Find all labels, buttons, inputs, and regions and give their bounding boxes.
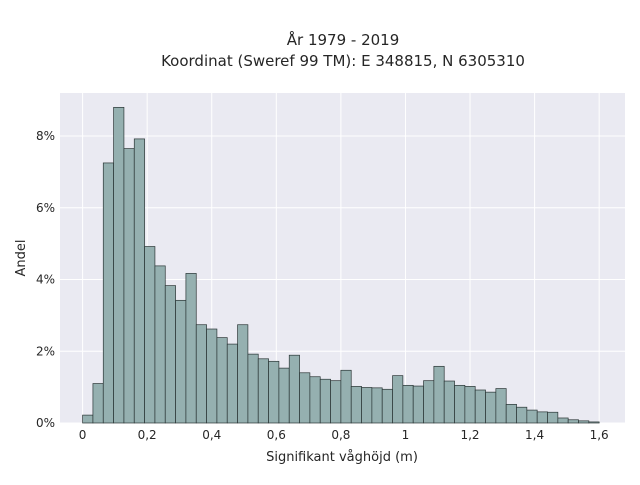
- histogram-bar-26: [350, 386, 362, 424]
- y-axis-ticks: 0% 2% 4% 6% 8%: [36, 129, 55, 430]
- histogram-bar-30: [392, 375, 404, 424]
- histogram-bar-24: [330, 380, 342, 424]
- x-tick-label-6: 1,2: [460, 428, 479, 442]
- histogram-bar-32: [412, 385, 424, 424]
- histogram-bar-12: [206, 328, 218, 424]
- y-tick-label-1: 2%: [36, 344, 55, 358]
- histogram-bar-39: [485, 391, 497, 424]
- histogram-bar-20: [288, 354, 300, 424]
- histogram-bar-22: [309, 376, 321, 424]
- chart-title-line-1: År 1979 - 2019: [287, 30, 400, 49]
- histogram-bar-15: [237, 324, 249, 424]
- histogram-bar-25: [340, 369, 352, 424]
- histogram-bar-9: [175, 299, 187, 424]
- histogram-bar-17: [257, 358, 269, 424]
- histogram-bar-4: [123, 148, 135, 424]
- histogram-bar-1: [92, 383, 104, 424]
- x-axis-label: Signifikant våghöjd (m): [266, 450, 418, 465]
- histogram-bar-31: [402, 384, 414, 424]
- histogram-bar-8: [164, 285, 176, 424]
- histogram-bar-44: [536, 411, 548, 424]
- histogram-bar-10: [185, 273, 197, 424]
- y-tick-label-2: 4%: [36, 273, 55, 287]
- histogram-bar-33: [423, 380, 435, 424]
- x-tick-label-5: 1: [402, 428, 410, 442]
- y-tick-label-0: 0%: [36, 416, 55, 430]
- x-tick-label-0: 0: [79, 428, 87, 442]
- x-tick-label-7: 1,4: [525, 428, 544, 442]
- histogram-bar-19: [278, 367, 290, 424]
- histogram-bar-49: [588, 421, 600, 424]
- histogram-bar-0: [82, 414, 94, 424]
- histogram-bar-46: [557, 417, 569, 424]
- histogram-bar-37: [464, 386, 476, 424]
- histogram-bar-36: [454, 384, 466, 424]
- histogram-bar-43: [526, 409, 538, 424]
- histogram-bar-16: [247, 353, 259, 424]
- y-tick-label-4: 8%: [36, 129, 55, 143]
- histogram-bar-41: [505, 403, 517, 424]
- histogram-bar-42: [516, 406, 528, 424]
- histogram-bar-6: [144, 246, 156, 424]
- histogram-bar-21: [299, 372, 311, 424]
- x-tick-label-1: 0,2: [138, 428, 157, 442]
- histogram-bar-2: [102, 162, 114, 424]
- histogram-bar-47: [567, 419, 579, 424]
- histogram-bar-14: [226, 343, 238, 424]
- histogram-bar-7: [154, 265, 166, 424]
- x-axis-ticks: 0 0,2 0,4 0,6 0,8 1 1,2 1,4 1,6: [79, 428, 609, 442]
- histogram-bar-35: [443, 380, 455, 424]
- histogram-bar-18: [268, 360, 280, 424]
- histogram-bar-23: [319, 378, 331, 424]
- histogram-bar-11: [195, 324, 207, 424]
- histogram-bar-48: [578, 420, 590, 424]
- histogram-bar-13: [216, 337, 228, 424]
- histogram-bar-38: [474, 389, 486, 424]
- histogram-bar-28: [371, 387, 383, 424]
- x-tick-label-8: 1,6: [590, 428, 609, 442]
- histogram-bars: [82, 106, 600, 424]
- histogram-bar-3: [113, 106, 125, 424]
- x-tick-label-2: 0,4: [202, 428, 221, 442]
- histogram-bar-45: [547, 411, 559, 424]
- histogram-bar-27: [361, 387, 373, 424]
- chart-title-line-2: Koordinat (Sweref 99 TM): E 348815, N 63…: [161, 52, 525, 70]
- histogram-bar-40: [495, 388, 507, 424]
- histogram-bar-34: [433, 365, 445, 424]
- y-axis-label: Andel: [14, 240, 29, 277]
- histogram-bar-5: [133, 138, 145, 424]
- histogram-bar-29: [381, 388, 393, 424]
- x-tick-label-4: 0,8: [331, 428, 350, 442]
- y-tick-label-3: 6%: [36, 201, 55, 215]
- x-tick-label-3: 0,6: [267, 428, 286, 442]
